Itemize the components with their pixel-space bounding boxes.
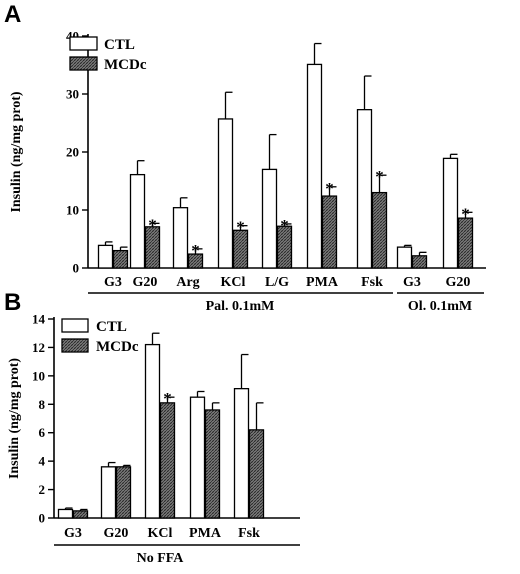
bar-ctl-g3 (97, 244, 114, 269)
bar-ctl-fsk (356, 109, 373, 269)
bar-mcdc-g3 (112, 249, 129, 269)
category-label: G3 (403, 275, 421, 290)
category-label: G3 (64, 526, 82, 541)
bar-mcdc-fsk (371, 191, 388, 269)
significance-marker: * (163, 389, 172, 408)
category-label: KCl (221, 275, 246, 290)
bar-mcdc-fsk (248, 429, 265, 519)
bar-ctl-fsk (233, 387, 250, 519)
category-label: PMA (189, 526, 222, 541)
bar-ctl-kcl (217, 118, 234, 269)
bar-mcdc-pma (204, 409, 221, 519)
bar-mcdc-kcl (159, 402, 176, 519)
significance-marker: * (375, 167, 384, 186)
legend: CTL MCDc (61, 318, 139, 355)
category-label: G20 (133, 275, 158, 290)
y-tick-label: 14 (32, 312, 46, 327)
panel-letter: B (4, 289, 21, 316)
bar-mcdc-g20 (457, 217, 474, 269)
legend-swatch-mcdc (69, 56, 98, 71)
category-label: Arg (176, 275, 199, 290)
bar-mcdc-g3 (72, 510, 89, 519)
category-label: PMA (306, 275, 339, 290)
category-label: G20 (446, 275, 471, 290)
legend-swatch-ctl (61, 318, 89, 333)
significance-marker: * (461, 204, 470, 223)
bar-mcdc-g20 (144, 226, 161, 269)
y-tick-label: 10 (32, 368, 45, 383)
y-tick-label: 30 (66, 87, 79, 102)
category-label: Fsk (361, 275, 383, 290)
y-tick-label: 0 (73, 261, 80, 276)
bar-mcdc-g3 (411, 255, 428, 269)
panel-b: B Insulin (ng/mg prot) 0 2 4 6 8 10 12 14 CTL MCDc G… (4, 289, 300, 566)
bar-mcdc-lg (276, 225, 293, 269)
category-label: KCl (148, 526, 173, 541)
bar-ctl-g3 (57, 508, 74, 519)
bar-mcdc-g20 (115, 466, 132, 519)
group-label: Ol. 0.1mM (408, 299, 472, 314)
category-label: L/G (265, 275, 289, 290)
bar-ctl-g20 (442, 157, 459, 269)
legend-label-mcdc: MCDc (96, 339, 139, 355)
bar-ctl-kcl (144, 343, 161, 519)
y-tick-label: 6 (39, 425, 46, 440)
legend-swatch-ctl (69, 36, 98, 51)
significance-marker: * (191, 241, 200, 260)
legend-label-ctl: CTL (96, 319, 127, 335)
significance-marker: * (148, 215, 157, 234)
category-label: G3 (104, 275, 122, 290)
bar-mcdc-pma (321, 195, 338, 269)
panel-letter: A (4, 1, 21, 28)
y-tick-label: 8 (39, 397, 46, 412)
bar-ctl-lg (261, 168, 278, 269)
y-tick-label: 12 (32, 340, 45, 355)
bar-mcdc-kcl (232, 229, 249, 269)
group-label: No FFA (137, 551, 185, 566)
significance-marker: * (236, 218, 245, 237)
legend-swatch-mcdc (61, 338, 89, 353)
category-label: Fsk (238, 526, 260, 541)
significance-marker: * (280, 216, 289, 235)
bar-ctl-g20 (100, 466, 117, 519)
bar-mcdc-arg (187, 253, 204, 269)
y-tick-label: 4 (39, 454, 46, 469)
bar-ctl-g3 (396, 246, 413, 269)
bar-ctl-arg (172, 207, 189, 269)
bar-ctl-pma (189, 396, 206, 519)
y-tick-label: 0 (39, 511, 46, 526)
y-tick-label: 10 (66, 203, 79, 218)
legend-label-mcdc: MCDc (104, 57, 147, 73)
category-label: G20 (104, 526, 129, 541)
y-axis-label: Insulin (ng/mg prot) (9, 91, 24, 212)
group-label: Pal. 0.1mM (206, 299, 275, 314)
bar-ctl-pma (306, 63, 323, 269)
legend: CTL MCDc (69, 36, 147, 73)
y-tick-label: 2 (39, 482, 46, 497)
bar-ctl-g20 (129, 173, 146, 269)
legend-label-ctl: CTL (104, 37, 135, 53)
y-tick-label: 20 (66, 145, 79, 160)
significance-marker: * (325, 179, 334, 198)
y-axis-label: Insulin (ng/mg prot) (7, 358, 22, 479)
